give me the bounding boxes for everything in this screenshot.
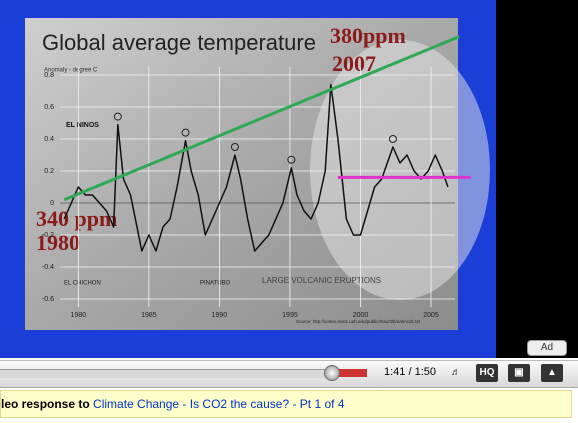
x-tick-label: 1985 xyxy=(141,312,157,319)
annotation: 2007 xyxy=(332,51,376,76)
time-display: 1:41 / 1:50 xyxy=(384,366,436,378)
size-button[interactable]: ▣ xyxy=(508,364,530,382)
annotation: LARGE VOLCANIC ERUPTIONS xyxy=(262,276,381,285)
annotation: 1980 xyxy=(36,230,80,255)
chart-title: Global average temperature xyxy=(42,30,316,55)
y-tick-label: 0.8 xyxy=(44,72,54,79)
video-link[interactable]: Climate Change - Is CO2 the cause? - Pt … xyxy=(93,397,345,411)
el-nino-marker xyxy=(113,112,122,121)
annotation: 380ppm xyxy=(330,23,406,48)
x-tick-label: 1990 xyxy=(212,312,228,319)
y-tick-label: 0.2 xyxy=(44,168,54,175)
video-frame: Global average temperature Anomaly - deg… xyxy=(0,0,496,358)
y-tick-label: -0.6 xyxy=(42,296,54,303)
source-note: Source: http://vortex.nsstc.uah.edu/publ… xyxy=(296,319,421,324)
annotation: PINATUBO xyxy=(200,281,231,287)
temperature-line xyxy=(63,83,449,252)
hq-button[interactable]: HQ xyxy=(476,364,498,382)
hq-label: HQ xyxy=(479,367,495,378)
annotation: 340 ppm xyxy=(36,206,117,231)
y-tick-label: -0.2 xyxy=(42,232,54,239)
el-nino-marker xyxy=(181,128,190,137)
y-tick-label: -0.4 xyxy=(42,264,54,271)
el-nino-marker xyxy=(388,135,397,143)
y-tick-label: 0 xyxy=(50,200,54,207)
x-tick-label: 1995 xyxy=(282,312,298,319)
played-bar xyxy=(0,369,337,378)
x-tick-label: 1980 xyxy=(71,312,87,319)
info-text: leo response to xyxy=(1,397,90,411)
trend-line xyxy=(63,35,460,202)
x-tick-label: 2000 xyxy=(353,312,369,319)
el-nino-marker xyxy=(287,155,296,164)
x-tick-label: 2005 xyxy=(423,312,439,319)
menu-button[interactable]: ▲ xyxy=(541,364,563,382)
annotation: EL NINOS xyxy=(66,122,99,129)
map-decoration xyxy=(310,40,490,300)
el-nino-marker xyxy=(230,143,239,151)
seek-bar[interactable] xyxy=(0,369,367,378)
volume-button[interactable]: ♬ xyxy=(451,367,461,378)
ad-button[interactable]: Ad xyxy=(527,340,567,356)
chart: Global average temperature Anomaly - deg… xyxy=(25,18,490,330)
annotation: EL CHICHON xyxy=(64,281,101,287)
control-bar: 1:41 / 1:50 ♬ HQ ▣ ▲ xyxy=(0,360,578,388)
y-axis-label: Anomaly - degree C xyxy=(44,68,98,74)
info-bar: leo response to Climate Change - Is CO2 … xyxy=(0,390,572,418)
y-tick-label: 0.4 xyxy=(44,136,54,143)
seek-handle[interactable] xyxy=(324,365,340,381)
ad-label: Ad xyxy=(540,342,554,353)
y-tick-label: 0.6 xyxy=(44,104,54,111)
buffer-bar xyxy=(337,369,367,377)
video-player[interactable]: Global average temperature Anomaly - deg… xyxy=(0,0,578,358)
